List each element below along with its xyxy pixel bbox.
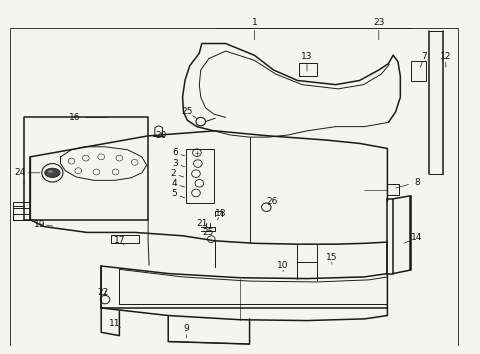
Text: 22: 22 [97, 288, 108, 297]
Bar [387, 199, 393, 274]
Text: 17: 17 [114, 236, 125, 245]
Bar [387, 184, 399, 195]
Bar [299, 63, 317, 76]
Bar [111, 235, 140, 243]
Text: 18: 18 [215, 210, 227, 218]
Text: 15: 15 [326, 253, 337, 262]
Text: 23: 23 [373, 18, 384, 27]
Text: 4: 4 [171, 179, 177, 188]
Bar [186, 149, 214, 203]
Text: 7: 7 [421, 52, 427, 61]
Text: 25: 25 [202, 228, 214, 237]
Ellipse shape [48, 170, 53, 173]
Text: 12: 12 [440, 52, 452, 61]
Text: 2: 2 [170, 169, 176, 178]
Bar [411, 61, 426, 81]
Text: 24: 24 [14, 168, 25, 177]
Text: 9: 9 [183, 325, 189, 333]
Text: 5: 5 [171, 189, 177, 198]
Text: 11: 11 [109, 319, 120, 327]
Text: 3: 3 [172, 159, 178, 168]
Text: 21: 21 [196, 219, 207, 228]
Text: 8: 8 [414, 178, 420, 187]
Bar [410, 196, 411, 270]
Text: 16: 16 [69, 113, 81, 122]
Text: 1: 1 [252, 18, 257, 27]
Text: 6: 6 [172, 148, 178, 157]
Text: 19: 19 [34, 219, 46, 229]
Text: 14: 14 [411, 233, 423, 242]
Text: 25: 25 [181, 107, 193, 116]
Text: 10: 10 [277, 261, 289, 270]
Text: 13: 13 [301, 52, 313, 61]
Ellipse shape [45, 168, 60, 177]
Text: 20: 20 [156, 131, 167, 139]
Text: 26: 26 [267, 197, 278, 206]
